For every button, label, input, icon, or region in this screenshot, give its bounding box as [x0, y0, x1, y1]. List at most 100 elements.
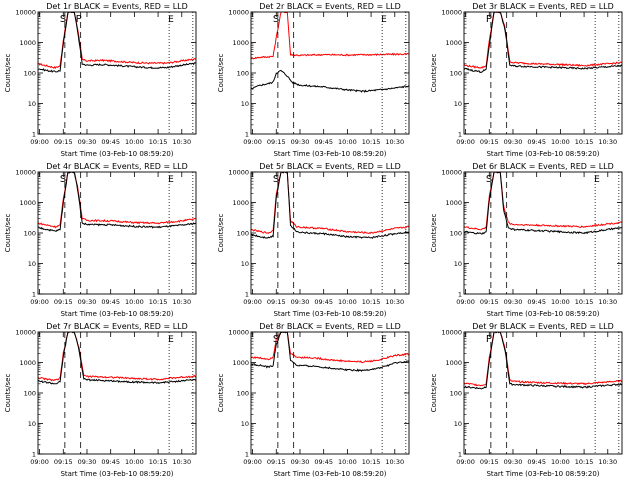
chart-svg: Det 5r BLACK = Events, RED = LLD Counts/s… — [217, 162, 410, 318]
x-tick-label: 09:45 — [527, 458, 546, 466]
chart-svg: Det 6r BLACK = Events, RED = LLD Counts/s… — [430, 162, 623, 318]
y-tick-label: 1 — [32, 131, 36, 139]
y-tick-label: 1000 — [19, 199, 36, 207]
x-tick-label: 09:45 — [527, 138, 546, 146]
events-series-line — [38, 172, 196, 232]
chart-svg: Det 8r BLACK = Events, RED = LLD Counts/s… — [217, 322, 410, 478]
x-axis-label: Start Time (03-Feb-10 08:59:20) — [273, 150, 386, 158]
x-tick-label: 09:15 — [480, 298, 499, 306]
x-tick-label: 09:45 — [314, 458, 333, 466]
plot-frame — [37, 331, 197, 455]
y-tick-label: 100 — [450, 230, 462, 238]
y-axis-label: Counts/sec — [217, 214, 225, 253]
plot-frame — [463, 331, 623, 455]
lld-series-line — [464, 12, 622, 69]
y-tick-label: 10000 — [441, 169, 462, 177]
y-tick-label: 1000 — [445, 39, 462, 47]
x-tick-label: 10:30 — [598, 458, 617, 466]
x-tick-label: 10:15 — [575, 138, 594, 146]
end-marker-label: E — [168, 335, 174, 345]
x-tick-label: 09:00 — [243, 458, 262, 466]
x-tick-label: 10:00 — [551, 458, 570, 466]
y-tick-label: 1000 — [232, 359, 249, 367]
x-tick-label: 09:15 — [480, 138, 499, 146]
y-tick-label: 1000 — [19, 359, 36, 367]
y-axis-label: Counts/sec — [430, 54, 438, 93]
x-tick-label: 10:30 — [385, 298, 404, 306]
detector-panel: Det 8r BLACK = Events, RED = LLD Counts/s… — [213, 320, 426, 480]
y-tick-label: 10 — [28, 420, 36, 428]
x-tick-label: 10:15 — [575, 458, 594, 466]
chart-svg: Det 1r BLACK = Events, RED = LLD Counts/s… — [4, 2, 197, 158]
x-tick-label: 09:00 — [456, 298, 475, 306]
lld-series-line — [251, 332, 409, 364]
x-tick-label: 09:30 — [291, 458, 310, 466]
y-tick-label: 1 — [458, 291, 462, 299]
y-tick-label: 1 — [32, 291, 36, 299]
x-tick-label: 10:15 — [575, 298, 594, 306]
x-tick-label: 10:15 — [362, 458, 381, 466]
x-tick-label: 09:30 — [504, 298, 523, 306]
y-tick-label: 10 — [454, 260, 462, 268]
x-tick-label: 09:30 — [78, 298, 97, 306]
y-tick-label: 10 — [28, 100, 36, 108]
y-tick-label: 1 — [458, 131, 462, 139]
x-tick-label: 10:00 — [338, 138, 357, 146]
chart-title: Det 6r BLACK = Events, RED = LLD — [472, 162, 614, 171]
event-marker-label: S — [486, 174, 492, 185]
x-tick-label: 10:15 — [149, 138, 168, 146]
events-series-line — [38, 332, 196, 385]
lld-series-line — [251, 172, 409, 234]
chart-title: Det 5r BLACK = Events, RED = LLD — [259, 162, 401, 171]
x-axis-label: Start Time (03-Feb-10 08:59:20) — [486, 310, 599, 318]
y-tick-label: 1000 — [445, 199, 462, 207]
chart-svg: Det 9r BLACK = Events, RED = LLD Counts/s… — [430, 322, 623, 478]
y-axis-label: Counts/sec — [217, 54, 225, 93]
x-tick-label: 09:30 — [504, 138, 523, 146]
detector-panel: Det 3r BLACK = Events, RED = LLD Counts/s… — [426, 0, 639, 160]
detector-panel: Det 5r BLACK = Events, RED = LLD Counts/s… — [213, 160, 426, 320]
x-tick-label: 09:45 — [101, 138, 120, 146]
x-tick-label: 10:00 — [125, 138, 144, 146]
plot-frame — [37, 11, 197, 135]
y-tick-label: 1 — [458, 451, 462, 459]
event-marker-label: S — [273, 14, 279, 25]
y-tick-label: 10 — [241, 260, 249, 268]
plot-frame — [250, 331, 410, 455]
y-tick-label: 10000 — [228, 169, 249, 177]
event-marker-label: S — [60, 174, 66, 185]
chart-svg: Det 7r BLACK = Events, RED = LLD Counts/s… — [4, 322, 197, 478]
chart-svg: Det 4r BLACK = Events, RED = LLD Counts/s… — [4, 162, 197, 318]
y-tick-label: 1000 — [19, 39, 36, 47]
y-tick-label: 10000 — [228, 329, 249, 337]
y-tick-label: 10000 — [15, 9, 36, 17]
end-marker-label: E — [168, 15, 174, 25]
x-tick-label: 09:15 — [267, 458, 286, 466]
x-tick-label: 09:30 — [291, 138, 310, 146]
lld-series-line — [464, 172, 622, 231]
x-tick-label: 10:00 — [338, 458, 357, 466]
x-tick-label: 09:00 — [30, 138, 49, 146]
event-marker-label: P — [486, 334, 492, 345]
y-tick-label: 1 — [245, 131, 249, 139]
y-tick-label: 10 — [241, 420, 249, 428]
x-tick-label: 09:15 — [267, 138, 286, 146]
events-series-line — [251, 172, 409, 239]
events-series-line — [464, 12, 622, 73]
detector-panel: Det 7r BLACK = Events, RED = LLD Counts/s… — [0, 320, 213, 480]
event-marker-label: S — [273, 334, 279, 345]
y-axis-label: Counts/sec — [217, 374, 225, 413]
event-marker-label: S — [273, 174, 279, 185]
y-tick-label: 100 — [237, 390, 249, 398]
x-tick-label: 09:30 — [504, 458, 523, 466]
x-axis-label: Start Time (03-Feb-10 08:59:20) — [273, 310, 386, 318]
detector-panel: Det 2r BLACK = Events, RED = LLD Counts/s… — [213, 0, 426, 160]
x-tick-label: 09:00 — [30, 298, 49, 306]
chart-title: Det 7r BLACK = Events, RED = LLD — [46, 322, 188, 331]
plot-frame — [250, 171, 410, 295]
x-tick-label: 10:30 — [598, 298, 617, 306]
plot-frame — [250, 11, 410, 135]
event-marker-label: P — [486, 14, 492, 25]
events-series-line — [251, 69, 409, 93]
